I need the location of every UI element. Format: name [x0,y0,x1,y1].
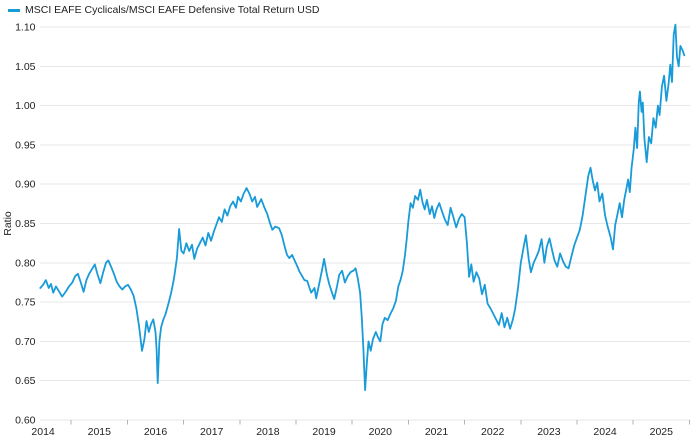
x-tick-label: 2016 [144,426,168,438]
y-tick-label: 1.00 [15,100,36,112]
y-tick-label: 1.10 [15,22,36,34]
y-axis-title: Ratio [2,211,14,236]
y-tick-label: 1.05 [15,61,36,73]
y-tick-label: 0.85 [15,218,36,230]
x-tick-label: 2024 [593,426,617,438]
x-tick-label: 2021 [425,426,449,438]
y-tick-label: 0.75 [15,297,36,309]
y-tick-label: 0.90 [15,179,36,191]
ratio-line-series [39,23,686,392]
legend-label: MSCI EAFE Cyclicals/MSCI EAFE Defensive … [25,4,320,16]
x-tick-label: 2015 [88,426,112,438]
y-tick-label: 0.80 [15,257,36,269]
x-tick-label: 2019 [312,426,336,438]
y-tick-label: 0.95 [15,139,36,151]
x-tick-label: 2022 [481,426,505,438]
x-tick-label: 2014 [31,426,55,438]
y-tick-label: 0.65 [15,375,36,387]
x-tick-label: 2023 [537,426,561,438]
legend: MSCI EAFE Cyclicals/MSCI EAFE Defensive … [8,4,319,16]
y-tick-label: 0.60 [15,415,36,427]
y-tick-label: 0.70 [15,336,36,348]
x-tick-label: 2018 [256,426,280,438]
x-tick-label: 2020 [369,426,393,438]
x-tick-label: 2025 [650,426,674,438]
legend-line-swatch [8,8,20,12]
x-tick-label: 2017 [200,426,224,438]
